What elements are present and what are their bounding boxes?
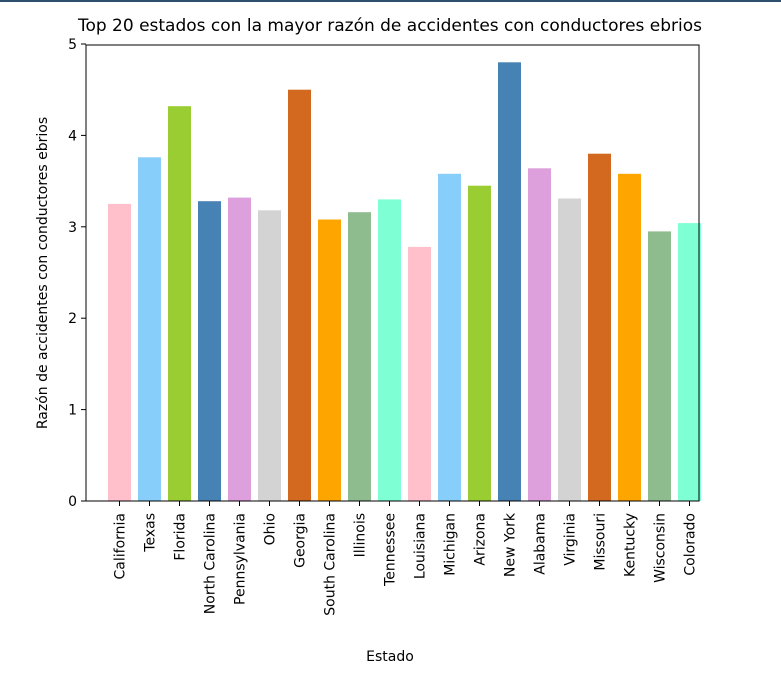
bar-colorado (678, 223, 701, 501)
y-tick-label: 0 (68, 494, 77, 510)
x-tick-label: South Carolina (323, 513, 339, 616)
x-tick-label: Florida (173, 513, 189, 561)
bar-virginia (558, 198, 581, 501)
x-tick-label: New York (503, 512, 519, 577)
x-tick-label: California (113, 513, 129, 579)
x-tick-label: Illinois (353, 513, 369, 557)
bar-tennessee (378, 199, 401, 501)
x-tick-label: Wisconsin (653, 513, 669, 583)
bar-georgia (288, 89, 311, 501)
bar-wisconsin (648, 231, 671, 501)
x-tick-label: Missouri (593, 513, 609, 571)
bar-illinois (348, 212, 371, 501)
x-tick-label: Ohio (263, 513, 279, 545)
x-tick-label: Arizona (473, 513, 489, 566)
bar-missouri (588, 153, 611, 501)
bars-group (108, 62, 701, 502)
y-tick-label: 4 (68, 128, 77, 144)
y-tick-label: 3 (68, 220, 77, 236)
x-tick-label: Kentucky (623, 513, 639, 577)
chart-title: Top 20 estados con la mayor razón de acc… (77, 16, 702, 36)
x-tick-label: Georgia (293, 513, 309, 568)
x-tick-label: Texas (143, 513, 159, 553)
x-axis-label: Estado (366, 649, 414, 665)
window-top-border (0, 0, 781, 2)
x-axis: California Texas Florida North Carolina Penn… (113, 501, 699, 616)
y-tick-label: 2 (68, 311, 77, 327)
x-tick-label: Colorado (683, 513, 699, 576)
plot-frame (85, 44, 700, 502)
y-axis: 0 1 2 3 4 5 (68, 37, 86, 510)
bar-ohio (258, 210, 281, 502)
x-tick-label: Pennsylvania (233, 513, 249, 605)
y-tick-label: 5 (68, 37, 77, 53)
bar-california (108, 203, 131, 501)
x-tick-label: Tennessee (383, 513, 399, 587)
y-axis-label: Razón de accidentes con conductores ebri… (35, 117, 51, 429)
bar-michigan (438, 173, 461, 502)
x-tick-label: Louisiana (413, 513, 429, 579)
bar-south-carolina (318, 219, 341, 501)
bar-new-york (498, 62, 521, 502)
x-tick-label: Alabama (533, 513, 549, 575)
bar-alabama (528, 168, 551, 502)
x-tick-label: Michigan (443, 513, 459, 576)
y-tick-label: 1 (68, 403, 77, 419)
bar-florida (168, 106, 191, 501)
bar-arizona (468, 185, 491, 501)
x-tick-label: North Carolina (203, 513, 219, 614)
bar-pennsylvania (228, 197, 251, 501)
bar-north-carolina (198, 201, 221, 501)
x-tick-label: Virginia (563, 513, 579, 566)
bar-louisiana (408, 246, 431, 501)
bar-kentucky (618, 173, 641, 502)
bar-texas (138, 157, 161, 502)
